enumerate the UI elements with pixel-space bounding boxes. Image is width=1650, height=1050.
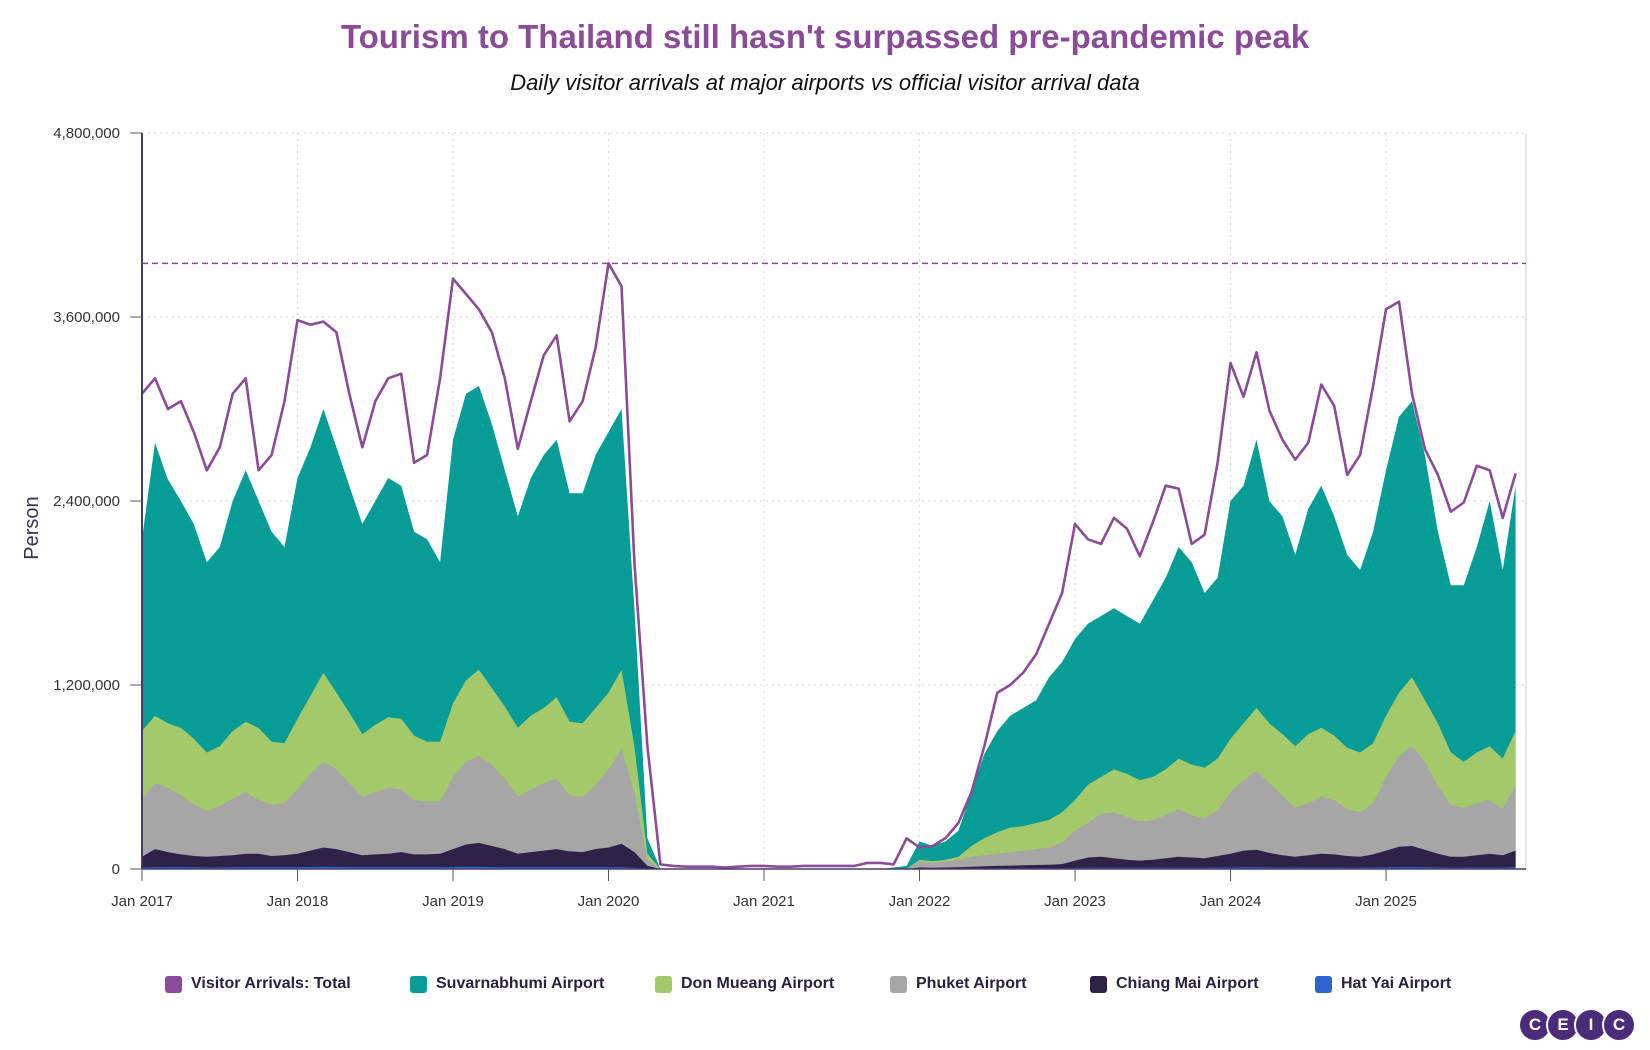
ceic-logo: C E I C [1518,1008,1636,1042]
x-tick-label: Jan 2019 [422,893,484,910]
area-chiang-mai-airport [142,842,1516,869]
legend-label: Don Mueang Airport [681,975,835,992]
y-tick-label: 4,800,000 [53,125,120,142]
legend-label: Visitor Arrivals: Total [191,975,351,992]
legend-label: Phuket Airport [916,975,1027,992]
legend-item-phuket[interactable]: Phuket Airport [890,975,1027,993]
legend-swatch-suvarnabhumi [410,975,427,993]
legend-label: Hat Yai Airport [1341,975,1452,992]
legend-swatch-chiang-mai [1090,975,1107,993]
x-tick-label: Jan 2021 [733,893,795,910]
line-visitor-arrivals-total [141,262,1517,869]
x-tick-label: Jan 2022 [889,893,951,910]
legend-label: Suvarnabhumi Airport [436,975,605,992]
x-tick-label: Jan 2023 [1044,893,1106,910]
area-phuket-airport [142,746,1516,869]
legend-item-visitor-arrivals-total[interactable]: Visitor Arrivals: Total [165,975,351,993]
legend: Visitor Arrivals: Total Suvarnabhumi Air… [165,975,1565,1005]
legend-swatch-hat-yai [1315,975,1332,993]
legend-label: Chiang Mai Airport [1116,975,1259,992]
x-tick-label: Jan 2017 [111,893,173,910]
x-tick-label: Jan 2018 [267,893,329,910]
y-tick-label: 1,200,000 [53,677,120,694]
legend-item-don-mueang[interactable]: Don Mueang Airport [655,975,834,993]
legend-item-hat-yai[interactable]: Hat Yai Airport [1315,975,1451,993]
total-line [141,262,1526,869]
legend-item-suvarnabhumi[interactable]: Suvarnabhumi Airport [410,975,604,993]
logo-letter: C [1602,1008,1636,1042]
chart-subtitle: Daily visitor arrivals at major airports… [510,70,1140,95]
chart-title: Tourism to Thailand still hasn't surpass… [340,18,1310,55]
stacked-areas [142,386,1516,869]
legend-swatch-phuket [890,975,907,993]
x-tick-label: Jan 2024 [1200,893,1262,910]
x-tick-label: Jan 2025 [1355,893,1417,910]
legend-item-chiang-mai[interactable]: Chiang Mai Airport [1090,975,1259,993]
y-tick-label: 0 [112,861,120,878]
y-tick-label: 3,600,000 [53,309,120,326]
legend-swatch-don-mueang [655,975,672,993]
y-tick-label: 2,400,000 [53,493,120,510]
y-axis-label: Person [21,496,43,559]
legend-swatch-visitor-arrivals-total [165,975,182,993]
axes: 0 1,200,000 2,400,000 3,600,000 4,800,000 Jan… [53,125,1526,910]
x-tick-label: Jan 2020 [578,893,640,910]
